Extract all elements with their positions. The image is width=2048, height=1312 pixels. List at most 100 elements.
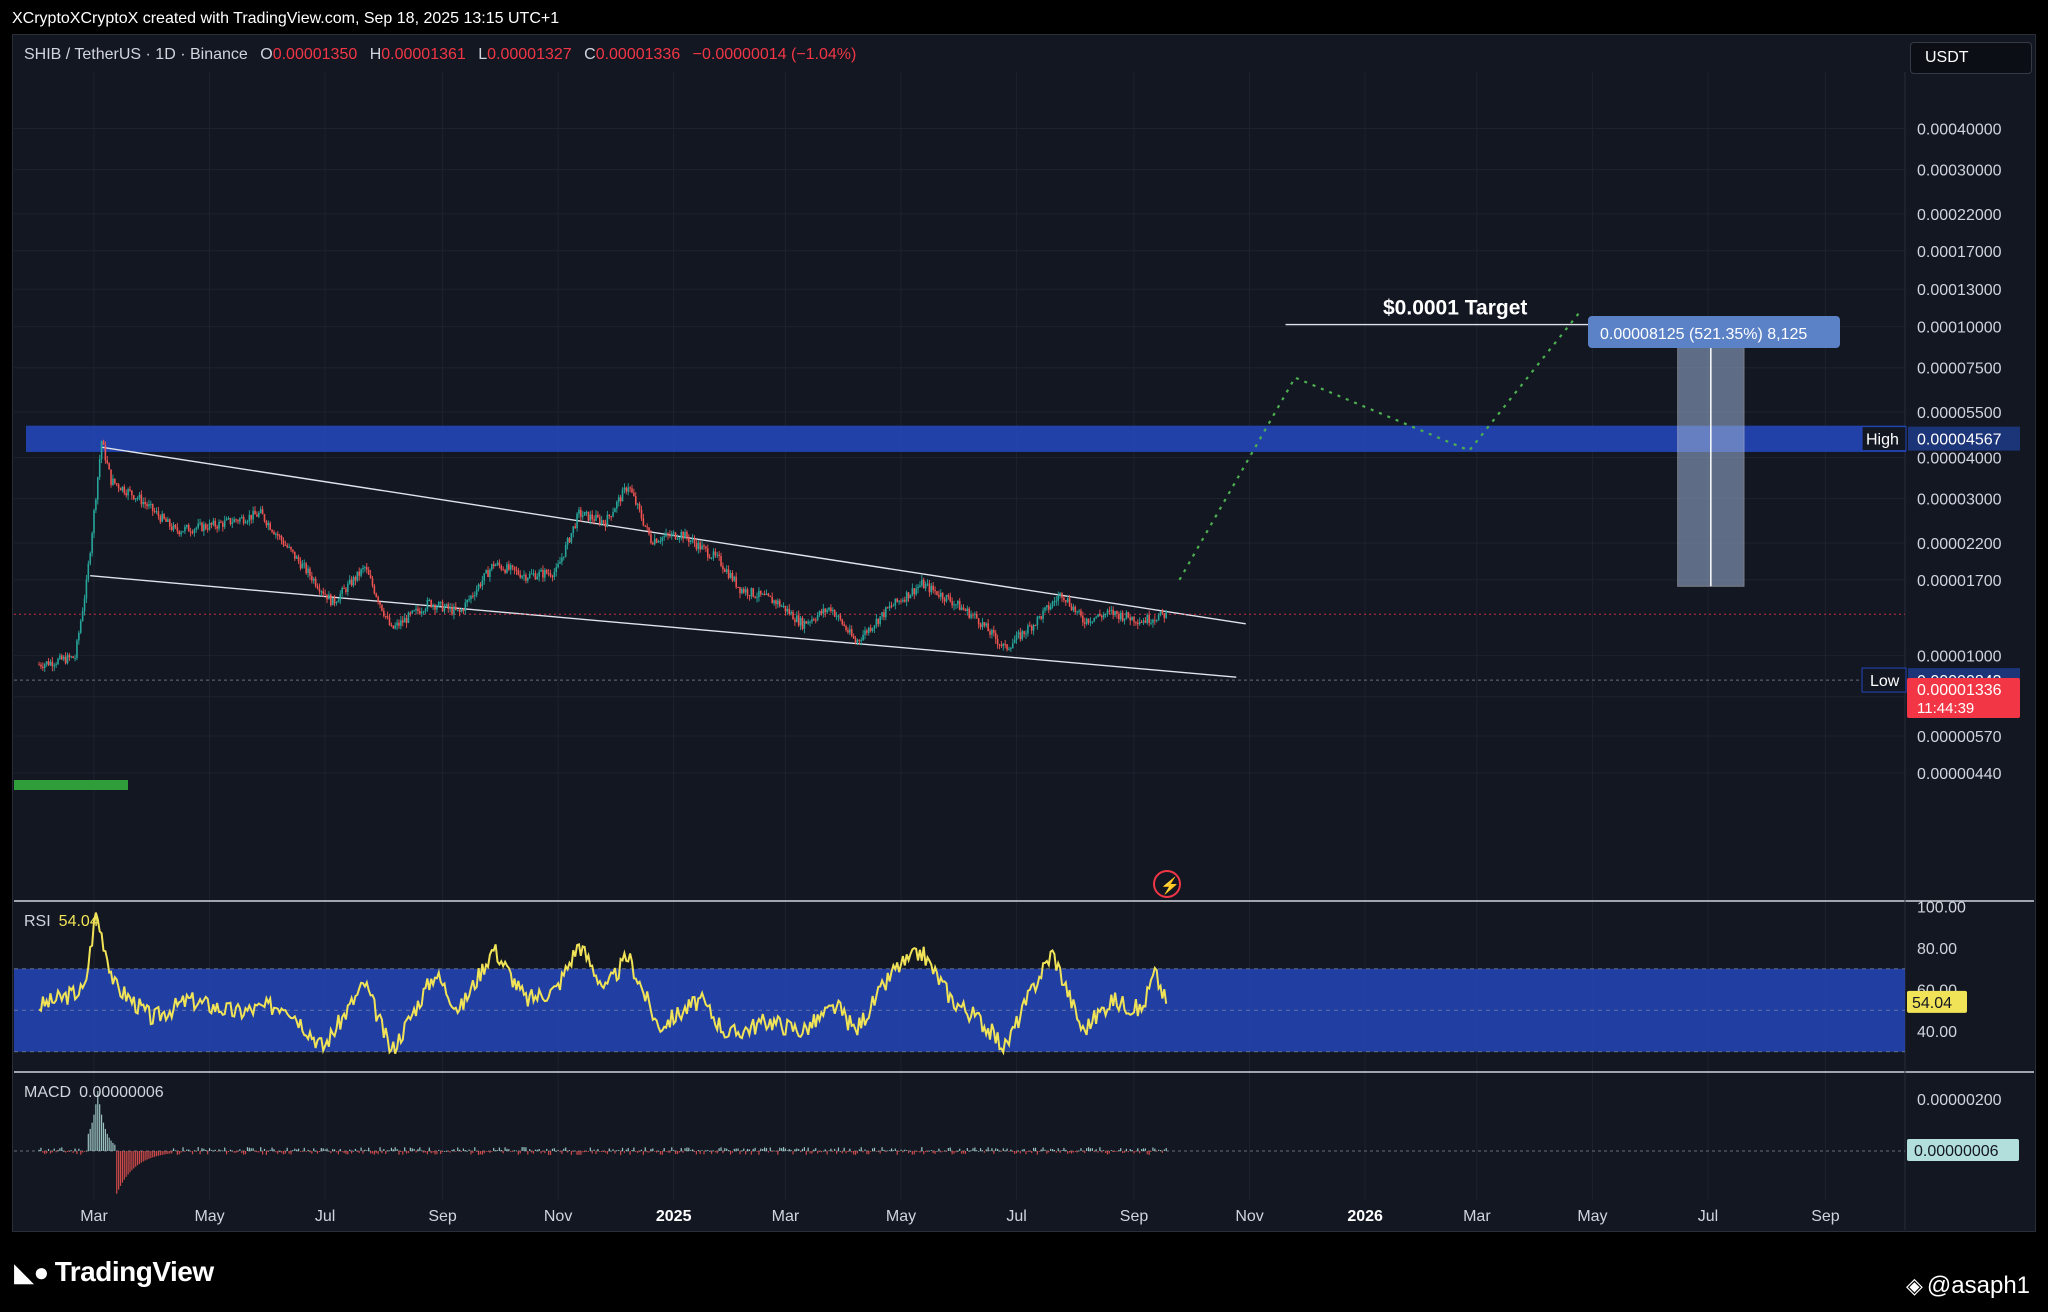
macd-bar [964, 1151, 967, 1155]
candle-body [356, 571, 359, 581]
candle-body [161, 513, 163, 522]
macd-bar [46, 1151, 48, 1154]
macd-bar [102, 1122, 105, 1151]
macd-bar [572, 1151, 574, 1152]
candle-body [585, 511, 588, 513]
macd-bar [127, 1151, 129, 1175]
candle-body [187, 525, 190, 532]
macd-bar [618, 1149, 620, 1151]
macd-bar [190, 1151, 192, 1152]
candle-body [854, 638, 857, 643]
macd-bar [208, 1148, 211, 1151]
macd-bar [932, 1151, 934, 1154]
macd-bar [504, 1147, 506, 1151]
candle-body [1155, 620, 1158, 622]
candle-body [555, 567, 558, 573]
candle-body [470, 595, 472, 600]
wedge-lower-line [90, 574, 1237, 678]
candle-body [294, 551, 296, 559]
macd-bar [945, 1151, 948, 1152]
macd-bar [904, 1149, 906, 1151]
candle-body [627, 487, 630, 492]
candle-body [676, 538, 679, 540]
candle-body [922, 579, 925, 589]
candle-body [847, 630, 849, 633]
candle-body [318, 588, 321, 592]
candle-body [415, 608, 417, 611]
candle-body [271, 529, 273, 532]
candle-body [458, 609, 461, 612]
candle-body [59, 655, 61, 659]
macd-bar [290, 1151, 292, 1155]
candle-body [96, 477, 99, 500]
macd-bar [854, 1151, 857, 1155]
macd-bar [1014, 1151, 1016, 1154]
candle-body [809, 621, 811, 623]
candle-body [678, 537, 681, 539]
candle-body [131, 490, 133, 496]
macd-bar [455, 1151, 457, 1152]
candle-body [739, 587, 741, 594]
candle-body [375, 593, 378, 597]
macd-bar [1017, 1150, 1020, 1152]
candle-body [1082, 615, 1084, 623]
macd-bar [525, 1147, 527, 1151]
low-tag-label: Low [1870, 673, 1900, 690]
macd-bar [277, 1151, 279, 1154]
candle-body [735, 576, 737, 587]
macd-bar [510, 1151, 512, 1153]
last-price-badge [1907, 678, 2020, 718]
candle-body [371, 578, 374, 586]
macd-bar [892, 1150, 895, 1151]
macd-bar [476, 1151, 478, 1152]
currency-button[interactable]: USDT [1910, 42, 2032, 74]
macd-bar [1072, 1151, 1074, 1153]
macd-bar [745, 1151, 747, 1155]
macd-bar [226, 1151, 228, 1155]
candle-body [1042, 610, 1044, 619]
candle-body [934, 590, 936, 592]
macd-bar [1089, 1148, 1092, 1151]
candle-body [866, 630, 868, 633]
macd-bar [123, 1151, 125, 1180]
high-value: 0.00001361 [381, 46, 466, 63]
candle-body [79, 621, 82, 633]
macd-bar [85, 1150, 88, 1152]
macd-bar [519, 1151, 521, 1154]
macd-bar [332, 1149, 334, 1151]
candle-body [648, 527, 650, 535]
macd-bar [578, 1151, 580, 1155]
candle-body [439, 601, 442, 603]
rsi-tick-label: 100.00 [1917, 900, 1966, 917]
macd-bar [309, 1151, 311, 1153]
macd-bar [424, 1151, 427, 1153]
measure-label-box [1588, 316, 1840, 348]
macd-bar [99, 1104, 101, 1151]
candle-body [892, 605, 895, 607]
macd-bar [710, 1151, 713, 1154]
candle-body [778, 600, 781, 607]
macd-bar [333, 1149, 336, 1151]
macd-bar [989, 1150, 991, 1152]
candle-body [195, 527, 198, 530]
macd-bar [530, 1151, 533, 1153]
candle-body [902, 599, 904, 602]
candle-body [348, 579, 351, 584]
symbol-legend: SHIB / TetherUS · 1D · Binance O0.000013… [24, 46, 856, 64]
high-value-label: 0.00004567 [1917, 432, 2002, 449]
candle-body [129, 489, 131, 491]
macd-bar [148, 1151, 150, 1159]
macd-bar [1023, 1148, 1025, 1151]
candle-body [869, 627, 872, 631]
macd-bar [1084, 1151, 1086, 1154]
macd-bar [1000, 1151, 1002, 1152]
candle-body [485, 570, 487, 574]
symbol-name[interactable]: SHIB / TetherUS · 1D · Binance [24, 46, 248, 63]
candle-body [472, 595, 474, 597]
macd-bar [288, 1151, 290, 1154]
macd-bar [1108, 1151, 1110, 1154]
candle-body [350, 579, 353, 586]
candle-body [210, 522, 213, 525]
candle-body [1165, 611, 1168, 619]
